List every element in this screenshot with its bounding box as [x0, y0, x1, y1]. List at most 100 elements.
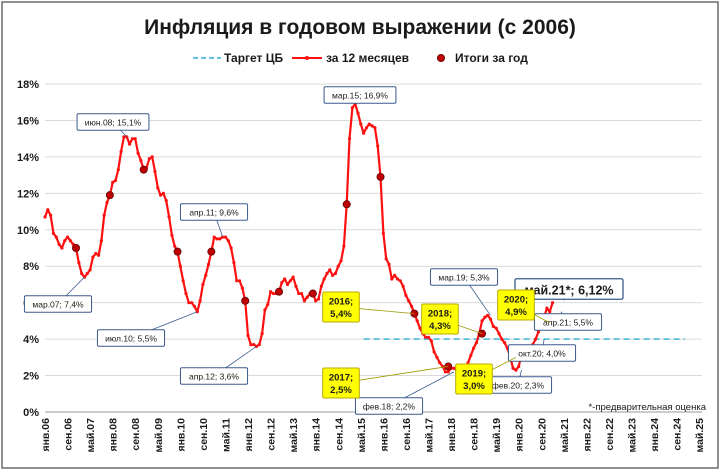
- annotation-label: 4,9%: [505, 307, 527, 318]
- annotation-box: [76, 113, 150, 131]
- annotation-label: 2019;: [462, 369, 486, 380]
- series-point-12m: [111, 180, 115, 184]
- series-point-12m: [201, 282, 205, 287]
- series-point-12m: [249, 342, 253, 347]
- series-point-12m: [204, 273, 208, 277]
- series-point-12m: [373, 126, 377, 130]
- series-point-12m: [331, 273, 335, 277]
- x-tick-label: май.13: [288, 418, 300, 453]
- series-point-12m: [347, 137, 352, 141]
- series-point-12m: [429, 339, 433, 343]
- series-point-12m: [187, 301, 191, 305]
- year-result-dot: [376, 172, 385, 181]
- series-point-12m: [85, 271, 89, 276]
- series-point-12m: [432, 350, 436, 354]
- annotation-box: [421, 303, 459, 335]
- annotation-box: [323, 86, 397, 104]
- year-result-dot: [308, 289, 317, 298]
- series-point-12m: [170, 233, 174, 237]
- legend-12m-label: за 12 месяцев: [326, 51, 409, 65]
- series-point-12m: [398, 279, 402, 283]
- series-point-12m: [136, 151, 140, 155]
- series-point-12m: [167, 215, 171, 219]
- x-tick-label: янв.10: [175, 418, 187, 452]
- series-point-12m: [474, 341, 479, 345]
- annotation-box: [179, 203, 249, 221]
- series-point-12m: [94, 251, 98, 256]
- series-point-12m: [387, 262, 391, 266]
- series-point-12m: [181, 279, 185, 283]
- x-tick-label: май.11: [220, 418, 232, 452]
- annotation-box: [23, 295, 93, 313]
- series-point-12m: [404, 293, 408, 297]
- series-point-12m: [350, 106, 354, 110]
- x-tick-label: янв.16: [378, 418, 390, 452]
- series-point-12m: [139, 158, 143, 163]
- series-point-12m: [381, 231, 385, 236]
- annotation-label: апр.12; 3,6%: [189, 371, 239, 381]
- year-result-dot: [105, 191, 114, 200]
- series-point-12m: [164, 199, 168, 203]
- annotation-label: апр.21; 5,5%: [543, 317, 593, 327]
- x-tick-label: янв.12: [243, 418, 255, 452]
- series-point-12m: [367, 122, 371, 126]
- x-tick-label: янв.08: [108, 418, 120, 452]
- series-point-12m: [159, 193, 163, 197]
- annotation-box: [497, 289, 535, 321]
- series-point-12m: [322, 277, 326, 281]
- annotation-box: [455, 363, 493, 395]
- series-point-12m: [483, 315, 487, 319]
- series-point-12m: [443, 370, 448, 374]
- series-point-12m: [393, 273, 397, 277]
- series-point-12m: [316, 297, 321, 301]
- x-tick-label: сен.12: [266, 418, 278, 451]
- series-point-12m: [407, 299, 411, 303]
- series-point-12m: [237, 279, 242, 283]
- series-point-12m: [212, 235, 216, 239]
- series-point-12m: [54, 235, 58, 239]
- annotation-label: июл.10; 5,5%: [105, 333, 157, 343]
- series-point-12m: [105, 200, 109, 205]
- annotation-label: 3,0%: [463, 381, 485, 392]
- series-point-12m: [438, 361, 442, 365]
- series-point-12m: [550, 301, 555, 305]
- series-point-12m: [229, 246, 233, 250]
- series-point-12m: [57, 242, 61, 246]
- series-point-12m: [435, 355, 439, 359]
- series-point-12m: [133, 137, 137, 141]
- y-tick-label: 10%: [17, 225, 39, 237]
- annotation-label: 2018;: [428, 309, 452, 320]
- annotation-box: [322, 367, 360, 399]
- x-tick-label: сен.20: [536, 418, 548, 451]
- annotation-label: апр.11; 9,6%: [189, 207, 239, 217]
- x-tick-label: май.07: [85, 418, 97, 453]
- series-point-12m: [488, 317, 493, 321]
- annotation-label: 2017;: [329, 373, 353, 384]
- series-point-12m: [173, 244, 177, 248]
- series-point-12m: [161, 191, 166, 195]
- series-point-12m: [325, 271, 329, 276]
- series-point-12m: [362, 131, 366, 135]
- series-point-12m: [49, 213, 53, 217]
- series-point-12m: [252, 342, 256, 347]
- y-axis: 0%2%4%6%8%10%12%14%16%18%: [17, 79, 39, 419]
- series-point-12m: [232, 260, 236, 265]
- annotation-label: фев.18; 2,2%: [363, 401, 416, 411]
- x-tick-label: янв.24: [649, 418, 661, 452]
- series-point-12m: [390, 277, 394, 281]
- series-point-12m: [534, 337, 538, 341]
- y-tick-label: 0%: [23, 407, 39, 419]
- x-tick-label: сен.24: [672, 418, 684, 451]
- series-point-12m: [122, 135, 126, 139]
- series-point-12m: [469, 353, 473, 358]
- y-tick-label: 12%: [17, 188, 39, 200]
- annotation-label: мар.19; 5,3%: [438, 272, 490, 282]
- year-result-dot: [241, 296, 250, 305]
- series-point-12m: [218, 237, 222, 241]
- legend-12m-marker: [305, 56, 309, 60]
- series-point-12m: [291, 275, 295, 279]
- x-tick-label: сен.22: [604, 418, 616, 451]
- series-point-12m: [486, 313, 490, 318]
- series-point-12m: [96, 253, 101, 257]
- series-point-12m: [370, 124, 374, 128]
